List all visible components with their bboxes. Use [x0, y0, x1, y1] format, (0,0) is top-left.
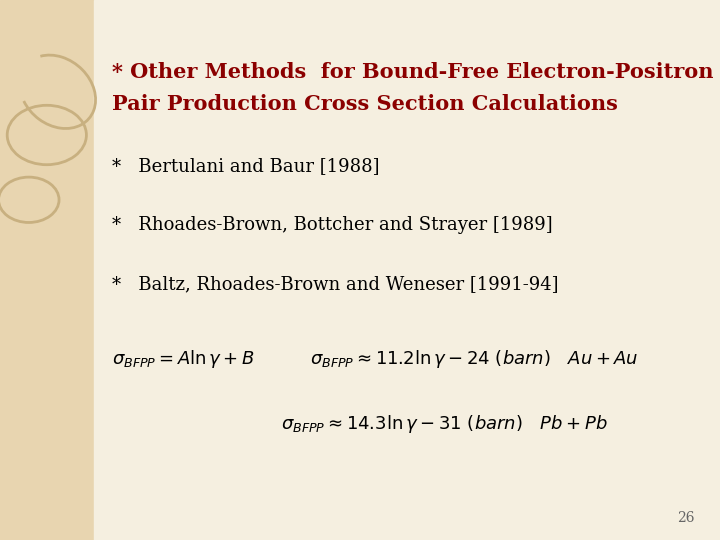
Text: *   Baltz, Rhoades-Brown and Weneser [1991-94]: * Baltz, Rhoades-Brown and Weneser [1991…	[112, 275, 558, 293]
Text: $\sigma_{BFPP} \approx 11.2 \ln \gamma - 24 \ (barn) \quad Au + Au$: $\sigma_{BFPP} \approx 11.2 \ln \gamma -…	[310, 348, 638, 370]
Text: 26: 26	[678, 511, 695, 525]
Text: * Other Methods  for Bound-Free Electron-Positron: * Other Methods for Bound-Free Electron-…	[112, 62, 713, 82]
Text: Pair Production Cross Section Calculations: Pair Production Cross Section Calculatio…	[112, 94, 618, 114]
Text: $\sigma_{BFPP} \approx 14.3 \ln \gamma - 31 \ (barn) \quad Pb + Pb$: $\sigma_{BFPP} \approx 14.3 \ln \gamma -…	[281, 413, 608, 435]
Text: *   Bertulani and Baur [1988]: * Bertulani and Baur [1988]	[112, 157, 379, 174]
Text: *   Rhoades-Brown, Bottcher and Strayer [1989]: * Rhoades-Brown, Bottcher and Strayer [1…	[112, 216, 552, 234]
Text: $\sigma_{BFPP} = A \ln \gamma + B$: $\sigma_{BFPP} = A \ln \gamma + B$	[112, 348, 254, 370]
